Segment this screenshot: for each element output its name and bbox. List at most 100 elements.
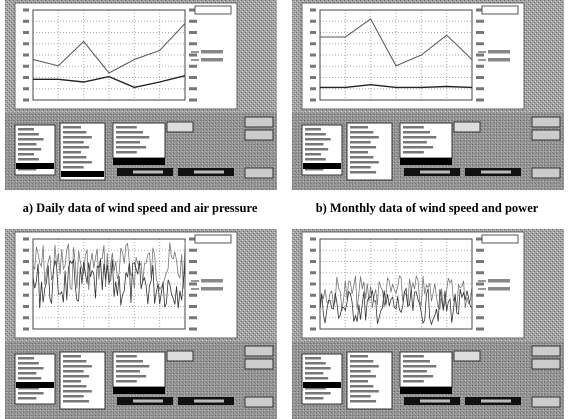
list-item xyxy=(63,126,81,129)
button xyxy=(532,359,560,369)
axis-label xyxy=(310,294,316,297)
date-text xyxy=(194,171,224,174)
axis-label xyxy=(189,316,197,319)
list-item xyxy=(350,146,376,149)
axis-label xyxy=(23,294,29,297)
selected-item xyxy=(61,171,104,177)
axis-label xyxy=(476,76,484,79)
axis-label xyxy=(23,87,29,90)
list-item xyxy=(305,153,321,156)
axis-label xyxy=(23,271,29,274)
date-text xyxy=(133,400,163,403)
legend-text xyxy=(201,287,223,291)
axis-label xyxy=(310,271,316,274)
axis-label xyxy=(476,65,484,68)
axis-label xyxy=(23,65,29,68)
list-item xyxy=(63,136,92,139)
list-item xyxy=(350,141,371,144)
list-item xyxy=(305,367,331,370)
list-item xyxy=(403,370,427,373)
legend-text xyxy=(201,279,223,283)
list-item xyxy=(305,362,326,365)
legend-text xyxy=(488,287,510,291)
list-item xyxy=(305,377,328,380)
axis-label xyxy=(23,76,29,79)
axis-label xyxy=(310,9,316,12)
list-item xyxy=(63,385,86,388)
axis-label xyxy=(310,260,316,263)
button xyxy=(245,117,273,127)
chart-area xyxy=(302,3,524,109)
axis-label xyxy=(23,249,29,252)
list-item xyxy=(18,357,34,360)
button xyxy=(245,346,273,356)
axis-label xyxy=(23,283,29,286)
list-item xyxy=(18,377,41,380)
axis-label xyxy=(23,54,29,57)
axis-label xyxy=(189,65,197,68)
axis-label xyxy=(23,316,29,319)
axis-label xyxy=(189,54,197,57)
list-item xyxy=(403,151,424,154)
list-item xyxy=(350,360,373,363)
date-text xyxy=(133,171,163,174)
list-item xyxy=(305,397,323,400)
legend-text xyxy=(488,58,510,62)
axis-label xyxy=(23,238,29,241)
date-text xyxy=(420,171,450,174)
screenshot-panel xyxy=(292,229,564,419)
list-item xyxy=(63,365,92,368)
list-item xyxy=(305,133,326,136)
list-item xyxy=(63,131,86,134)
axis-label xyxy=(476,20,484,23)
figure-canvas: a) Daily data of wind speed and air pres… xyxy=(0,0,568,419)
list-item xyxy=(350,161,379,164)
list-item xyxy=(116,375,146,378)
list-item xyxy=(18,153,34,156)
list-item xyxy=(350,385,373,388)
axis-label xyxy=(310,238,316,241)
button xyxy=(454,122,480,132)
list-item xyxy=(305,357,321,360)
black-bar xyxy=(113,158,165,165)
button xyxy=(167,122,193,132)
axis-label xyxy=(23,305,29,308)
axis-label xyxy=(189,99,197,102)
axis-label xyxy=(476,328,484,331)
axis-label xyxy=(23,31,29,34)
list-item xyxy=(18,133,39,136)
list-item xyxy=(350,390,379,393)
button xyxy=(245,130,273,140)
screenshot-panel xyxy=(5,0,277,190)
black-bar xyxy=(400,158,452,165)
axis-label xyxy=(189,76,197,79)
list-item xyxy=(63,141,84,144)
list-item xyxy=(116,355,137,358)
button xyxy=(532,346,560,356)
axis-label xyxy=(476,31,484,34)
list-item xyxy=(63,360,86,363)
list-item xyxy=(350,370,371,373)
list-item xyxy=(403,375,433,378)
axis-label xyxy=(310,305,316,308)
list-item xyxy=(116,136,149,139)
axis-label xyxy=(310,249,316,252)
black-bar xyxy=(400,387,452,394)
list-item xyxy=(403,131,430,134)
list-item xyxy=(18,392,44,395)
axis-label xyxy=(189,271,197,274)
chart-area xyxy=(302,232,524,338)
selected-item xyxy=(303,163,341,169)
list-item xyxy=(403,355,424,358)
axis-label xyxy=(23,328,29,331)
list-item xyxy=(63,400,89,403)
list-item xyxy=(116,370,140,373)
date-text xyxy=(481,171,511,174)
list-item xyxy=(403,360,430,363)
list-item xyxy=(18,367,44,370)
button xyxy=(454,351,480,361)
list-item xyxy=(18,397,36,400)
list-item xyxy=(63,166,84,169)
combo-box xyxy=(195,235,231,243)
list-item xyxy=(18,158,39,161)
